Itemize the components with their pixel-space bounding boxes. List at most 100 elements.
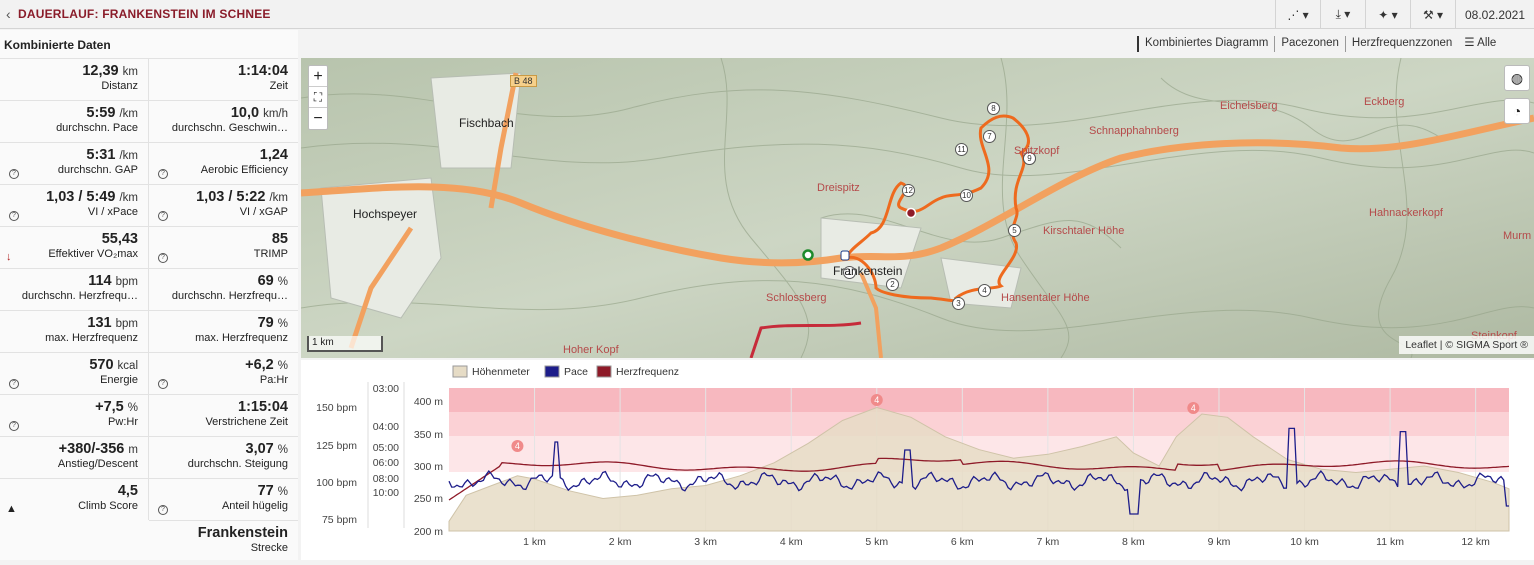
pace-line: [448, 427, 1509, 515]
stat-unit: bpm: [115, 276, 138, 288]
help-icon[interactable]: ?: [9, 421, 19, 431]
tab-hr-zones[interactable]: Herzfrequenzzonen: [1344, 36, 1458, 52]
tab-combined-chart[interactable]: Kombiniertes Diagramm: [1137, 36, 1274, 52]
x-tick-label: 5 km: [865, 536, 888, 548]
km-marker[interactable]: 9: [1023, 152, 1036, 165]
speedometer-icon[interactable]: ◔: [1504, 98, 1530, 124]
hr-zone-marker-label: 4: [1191, 403, 1196, 413]
km-marker[interactable]: 2: [886, 278, 899, 291]
zoom-out-button[interactable]: −: [313, 110, 323, 127]
km-marker[interactable]: 5: [1008, 224, 1021, 237]
stat-unit: %: [277, 444, 288, 456]
chevron-left-icon[interactable]: ‹: [6, 6, 11, 22]
legend-label: Herzfrequenz: [616, 366, 679, 378]
km-marker[interactable]: 10: [960, 189, 973, 202]
hr-zone-band: [449, 412, 1509, 436]
x-tick-label: 10 km: [1290, 536, 1319, 548]
wrench-icon: ⚒ ▾: [1422, 7, 1444, 22]
stat-value: 79: [257, 315, 274, 331]
km-marker[interactable]: 1: [843, 266, 856, 279]
legend-label: Höhenmeter: [472, 366, 530, 378]
stat-cell: 114 bpm durchschn. Herzfrequ…: [0, 268, 149, 310]
help-icon[interactable]: ?: [158, 253, 168, 263]
elevation-axis-label: 400 m: [414, 396, 443, 408]
map-label-fischbach: Fischbach: [459, 116, 514, 130]
x-tick-label: 4 km: [780, 536, 803, 548]
help-icon[interactable]: ?: [9, 211, 19, 221]
road-label-b48: B 48: [510, 75, 537, 87]
help-icon[interactable]: ?: [9, 169, 19, 179]
share-menu[interactable]: ⋰ ▾: [1275, 0, 1320, 29]
map-label-kirschtaler: Kirschtaler Höhe: [1043, 225, 1125, 237]
help-icon[interactable]: ?: [158, 505, 168, 515]
map-scale: 1 km: [307, 336, 383, 352]
stat-cell: 1,03 / 5:49 /km VI / xPace?: [0, 184, 149, 226]
stat-value: 5:59: [86, 105, 116, 121]
help-icon[interactable]: ?: [158, 211, 168, 221]
tab-all[interactable]: ☰ Alle: [1458, 36, 1502, 52]
km-marker[interactable]: 4: [978, 284, 991, 297]
help-icon[interactable]: ?: [158, 169, 168, 179]
stat-value-row: 1:15:04: [149, 399, 288, 415]
route-name: Frankenstein: [197, 525, 288, 541]
stat-cell: +380/-356 m Anstieg/Descent: [0, 436, 149, 478]
share-icon: ⋰ ▾: [1287, 7, 1309, 22]
stat-value-row: 4,5: [0, 483, 138, 499]
map-label-hochspeyer: Hochspeyer: [353, 207, 418, 221]
km-marker[interactable]: 11: [955, 143, 968, 156]
page-title: DAUERLAUF: FRANKENSTEIN IM SCHNEE: [18, 7, 271, 21]
stat-value: 4,5: [117, 483, 138, 499]
stat-value-row: 114 bpm: [0, 273, 138, 289]
stat-label: Verstrichene Zeit: [205, 416, 288, 428]
stat-value-row: 570 kcal: [0, 357, 138, 373]
km-marker[interactable]: 3: [952, 297, 965, 310]
tab-pace-zones[interactable]: Pacezonen: [1274, 36, 1345, 52]
zoom-in-button[interactable]: +: [309, 66, 327, 87]
settings-menu[interactable]: ⚒ ▾: [1410, 0, 1455, 29]
map-label-eichelsberg: Eichelsberg: [1220, 100, 1278, 112]
stat-unit: /km: [119, 150, 138, 162]
help-icon[interactable]: ?: [9, 379, 19, 389]
map-label-dreispitz: Dreispitz: [817, 182, 860, 194]
pace-axis-label: 06:00: [373, 457, 399, 469]
route-map[interactable]: 123456789101112 Fischbach Hochspeyer Fra…: [301, 58, 1534, 358]
stats-panel: Kombinierte Daten 12,39 km Distanz 1:14:04…: [0, 30, 298, 560]
tools-menu[interactable]: ✦ ▾: [1365, 0, 1410, 29]
stat-cell: 12,39 km Distanz: [0, 58, 149, 100]
globe-icon[interactable]: ◍: [1504, 65, 1530, 91]
route-label: Strecke: [250, 542, 288, 554]
x-tick-label: 6 km: [951, 536, 974, 548]
stat-label: durchschn. Herzfrequ…: [21, 290, 138, 302]
pace-axis-label: 04:00: [373, 421, 399, 433]
stat-label: max. Herzfrequenz: [195, 332, 288, 344]
stat-label: Distanz: [101, 80, 138, 92]
stat-value-row: 85: [149, 231, 288, 247]
fullscreen-icon[interactable]: ⛶: [309, 87, 327, 108]
km-marker[interactable]: 8: [987, 102, 1000, 115]
map-attribution[interactable]: Leaflet | © SIGMA Sport ®: [1399, 336, 1534, 354]
pace-axis-label: 10:00: [373, 487, 399, 499]
stat-value-row: 1,03 / 5:22 /km: [149, 189, 288, 205]
stat-cell: 85 TRIMP?: [149, 226, 298, 268]
zoom-control: + ⛶ −: [308, 65, 328, 130]
map-label-eckberg: Eckberg: [1364, 96, 1405, 108]
km-marker[interactable]: 12: [902, 184, 915, 197]
km-marker[interactable]: 7: [983, 130, 996, 143]
combined-chart[interactable]: 4 4 4 1 km 2 km 3 km 4 km 5 km 6 km 7 km 8 km 9 km 1…: [301, 360, 1534, 560]
mountain-icon: ▲: [6, 503, 17, 515]
stat-label: durchschn. Pace: [56, 122, 138, 134]
legend-label: Pace: [564, 366, 588, 378]
map-label-hansentaler: Hansentaler Höhe: [1001, 292, 1090, 304]
railway: [749, 321, 862, 358]
route-cell[interactable]: Frankenstein Strecke: [149, 520, 298, 560]
legend-swatch: [544, 365, 560, 378]
pace-axis-label: 08:00: [373, 473, 399, 485]
chart-tabs: Kombiniertes Diagramm Pacezonen Herzfreq…: [1137, 36, 1502, 52]
stat-value: 1:15:04: [238, 399, 288, 415]
stat-unit: /km: [119, 192, 138, 204]
stat-value-row: 5:31 /km: [0, 147, 138, 163]
download-menu[interactable]: ⤓ ▾: [1320, 0, 1365, 29]
stat-value-row: 1:14:04: [149, 63, 288, 79]
help-icon[interactable]: ?: [158, 379, 168, 389]
activity-date: 08.02.2021: [1455, 0, 1534, 29]
